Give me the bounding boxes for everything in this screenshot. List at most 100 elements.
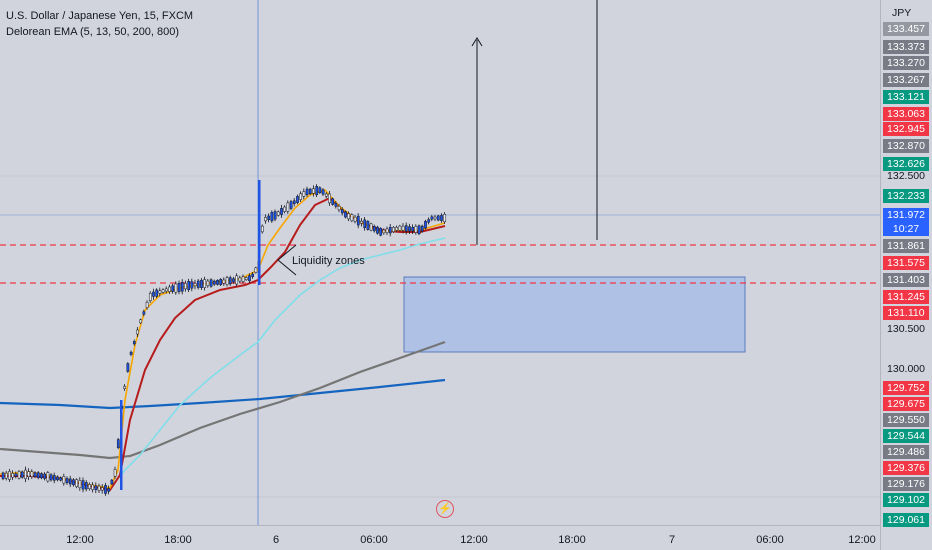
candle-body bbox=[206, 280, 210, 286]
candle-body bbox=[49, 474, 53, 481]
annotation-arrows bbox=[277, 244, 297, 276]
price-label: 129.061 bbox=[883, 513, 929, 527]
candle-body bbox=[238, 277, 242, 282]
candle-body bbox=[78, 480, 82, 488]
price-label: 133.270 bbox=[883, 56, 929, 70]
candle-body bbox=[270, 212, 274, 222]
price-label: 132.233 bbox=[883, 189, 929, 203]
candle-body bbox=[292, 200, 296, 204]
time-label: 6 bbox=[272, 534, 280, 546]
price-label: 131.403 bbox=[883, 273, 929, 287]
time-axis[interactable]: 12:00 18:00 6 06:00 12:00 18:00 7 06:00 12:00 bbox=[0, 525, 880, 550]
candle-body bbox=[398, 225, 402, 231]
ema-50-line bbox=[109, 237, 446, 489]
price-label: 133.121 bbox=[883, 90, 929, 104]
candle-body bbox=[260, 225, 264, 233]
price-label: 132.626 bbox=[883, 157, 929, 171]
candle-body bbox=[177, 282, 181, 292]
candle-body bbox=[360, 220, 363, 224]
indicator-title[interactable]: Delorean EMA (5, 13, 50, 200, 800) bbox=[6, 26, 180, 38]
candle-body bbox=[433, 216, 437, 220]
candle-body bbox=[328, 193, 331, 204]
grid bbox=[0, 175, 880, 498]
candle-body bbox=[248, 275, 251, 282]
price-label: 131.575 bbox=[883, 256, 929, 270]
candle-body bbox=[161, 289, 165, 293]
candle-body bbox=[75, 479, 79, 488]
candle-body bbox=[347, 213, 351, 220]
candle-body bbox=[33, 472, 37, 477]
candle-body bbox=[388, 227, 392, 234]
chart-legend: U.S. Dollar / Japanese Yen, 15, FXCM Del… bbox=[6, 8, 193, 40]
candle-body bbox=[408, 226, 411, 232]
candle-body bbox=[209, 279, 213, 287]
candle-body bbox=[164, 288, 168, 292]
candle-body bbox=[72, 479, 75, 486]
candle-body bbox=[155, 289, 159, 297]
candle-body bbox=[369, 223, 373, 231]
candle-body bbox=[132, 341, 136, 345]
candle-body bbox=[62, 476, 66, 484]
candle-body bbox=[126, 363, 130, 372]
ema-mid-line bbox=[0, 196, 446, 492]
candle-body bbox=[228, 277, 232, 285]
chart-area[interactable]: U.S. Dollar / Japanese Yen, 15, FXCM Del… bbox=[0, 0, 880, 525]
candle-body bbox=[222, 279, 226, 284]
candle-body bbox=[148, 293, 152, 301]
candle-body bbox=[385, 228, 389, 233]
candle-body bbox=[350, 214, 354, 222]
candle-body bbox=[353, 216, 357, 222]
candle-body bbox=[104, 485, 107, 494]
price-label: 129.675 bbox=[883, 397, 929, 411]
candle-body bbox=[334, 203, 338, 207]
candle-body bbox=[318, 187, 322, 193]
candle-body bbox=[315, 186, 319, 196]
candle-body bbox=[97, 485, 101, 491]
candle-body bbox=[180, 282, 184, 292]
candle-body bbox=[420, 225, 424, 232]
candle-body bbox=[187, 281, 191, 290]
candle-body bbox=[190, 281, 194, 289]
candle-body bbox=[27, 471, 31, 477]
price-label: 133.267 bbox=[883, 73, 929, 87]
candle-body bbox=[123, 386, 127, 389]
price-label: 132.945 bbox=[883, 122, 929, 136]
candle-body bbox=[340, 209, 344, 214]
candle-body bbox=[232, 278, 235, 283]
candle-body bbox=[171, 285, 175, 292]
candle-body bbox=[302, 191, 306, 197]
candle-body bbox=[395, 227, 399, 231]
chart-canvas[interactable] bbox=[0, 0, 880, 525]
candle-body bbox=[308, 188, 312, 195]
candle-body bbox=[94, 485, 98, 490]
candle-body bbox=[267, 215, 271, 220]
candle-body bbox=[81, 480, 85, 490]
liquidity-zones-label[interactable]: Liquidity zones bbox=[292, 255, 365, 267]
candle-body bbox=[184, 283, 187, 290]
candle-body bbox=[4, 472, 8, 479]
candle-body bbox=[14, 473, 18, 477]
candle-body bbox=[376, 226, 379, 234]
candle-body bbox=[145, 302, 149, 308]
candle-body bbox=[116, 439, 120, 448]
candle-body bbox=[17, 471, 21, 479]
candle-body bbox=[84, 482, 88, 490]
candle-body bbox=[68, 478, 72, 485]
candle-body bbox=[196, 280, 200, 288]
candle-body bbox=[440, 215, 443, 221]
price-label: 10:27 bbox=[883, 222, 929, 236]
candle-body bbox=[30, 471, 34, 477]
candle-body bbox=[1, 472, 5, 480]
candle-body bbox=[411, 227, 415, 232]
candle-body bbox=[251, 273, 255, 278]
lightning-bolt-icon[interactable]: ⚡ bbox=[436, 500, 454, 518]
candle-body bbox=[203, 279, 207, 288]
candle-body bbox=[404, 225, 408, 232]
symbol-title[interactable]: U.S. Dollar / Japanese Yen, 15, FXCM bbox=[6, 10, 194, 22]
candle-body bbox=[168, 286, 171, 292]
candle-body bbox=[280, 208, 283, 215]
candle-body bbox=[65, 478, 69, 483]
candle-body bbox=[312, 188, 315, 194]
price-label: 131.245 bbox=[883, 290, 929, 304]
candle-body bbox=[113, 469, 117, 477]
